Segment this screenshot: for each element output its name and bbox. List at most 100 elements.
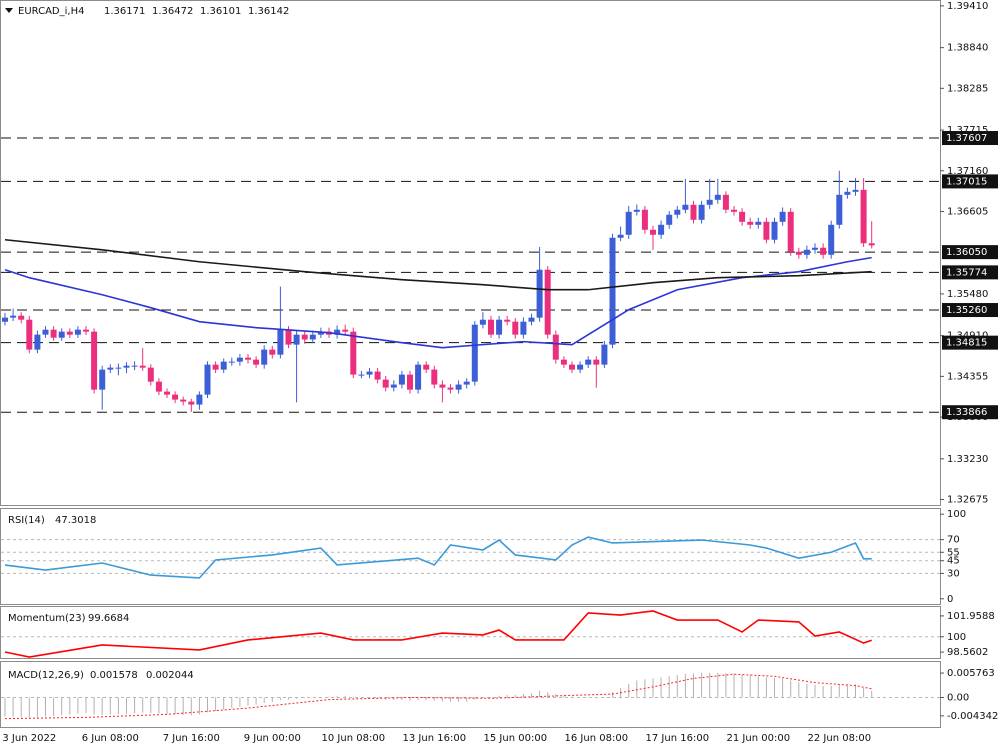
candle-body: [569, 364, 575, 370]
x-tick-label: 22 Jun 08:00: [808, 733, 872, 744]
open-price: 1.36171: [104, 6, 145, 17]
x-tick-label: 21 Jun 00:00: [727, 733, 791, 744]
indicator-line: [4, 238, 872, 291]
y-tick-label: 1.32675: [947, 495, 988, 506]
candle-body: [212, 364, 219, 370]
x-tick-label: 15 Jun 00:00: [484, 733, 548, 744]
candle-body: [455, 384, 462, 390]
candle-body: [415, 364, 422, 390]
candle-body: [512, 321, 519, 335]
candle-body: [585, 359, 592, 365]
x-tick-label: 13 Jun 16:00: [403, 733, 467, 744]
candle-body: [26, 319, 33, 350]
candle-body: [390, 384, 397, 388]
candle-body: [601, 344, 608, 365]
candle-body: [147, 367, 154, 382]
symbol: EURCAD_i,H4: [18, 6, 84, 17]
y-tick-label: 1.38840: [947, 43, 988, 54]
candle-body: [641, 209, 648, 230]
indicator-line: [4, 610, 872, 658]
candle-body: [860, 189, 867, 244]
candle-body: [820, 247, 827, 255]
close-price: 1.36142: [248, 6, 289, 17]
candle-body: [739, 211, 746, 222]
candle-body: [172, 394, 179, 400]
price-level-box: [942, 405, 998, 420]
y-tick-label: 0.00: [947, 692, 969, 703]
candle-body: [236, 357, 243, 362]
candle-body: [220, 361, 227, 370]
candle-body: [253, 359, 260, 365]
candle-body: [828, 224, 835, 255]
candle-body: [682, 204, 689, 210]
y-tick-label: 1.37160: [947, 166, 988, 177]
candle-body: [674, 209, 681, 215]
candle-body: [261, 349, 268, 365]
candle-body: [34, 334, 41, 350]
candle-body: [74, 329, 81, 335]
candle-body: [115, 367, 122, 369]
price-level-box: [942, 265, 998, 280]
candle-body: [722, 194, 729, 210]
candle-body: [779, 211, 786, 222]
y-tick-label: 98.5602: [947, 647, 988, 658]
candle-body: [609, 237, 616, 345]
candle-body: [374, 371, 381, 380]
candle-body: [407, 374, 413, 390]
candle-body: [164, 391, 170, 395]
candle-body: [836, 194, 843, 225]
candle-body: [269, 349, 276, 355]
candle-body: [50, 329, 57, 338]
candle-body: [706, 199, 713, 205]
candle-body: [577, 364, 584, 370]
y-tick-label: 1.38285: [947, 83, 988, 94]
low-price: 1.36101: [200, 6, 241, 17]
candle-body: [771, 221, 778, 240]
candle-body: [803, 249, 810, 255]
candle-body: [334, 329, 341, 335]
high-price: 1.36472: [152, 6, 193, 17]
candle-body: [852, 189, 859, 192]
price-level-box: [942, 174, 998, 189]
candle-body: [366, 371, 373, 375]
candle-body: [690, 204, 697, 220]
x-tick-label: 16 Jun 08:00: [565, 733, 629, 744]
candle-body: [423, 364, 430, 370]
price-level-label: 1.37015: [946, 176, 987, 187]
y-tick-label: 101.9588: [947, 611, 995, 622]
candle-body: [593, 359, 600, 365]
candle-body: [868, 243, 875, 246]
price-level-box: [942, 303, 998, 318]
candle-body: [528, 317, 535, 322]
candle-body: [763, 221, 770, 240]
x-tick-label: 17 Jun 16:00: [646, 733, 710, 744]
candle-body: [520, 321, 527, 335]
candle-body: [625, 211, 632, 235]
price-level-label: 1.36050: [946, 247, 987, 258]
candle-body: [812, 247, 818, 250]
candle-body: [536, 269, 543, 318]
candle-body: [42, 329, 49, 335]
y-tick-label: 1.34355: [947, 371, 988, 382]
candle-body: [18, 315, 25, 320]
indicator-line: [4, 536, 872, 579]
candle-body: [123, 365, 130, 368]
candle-body: [731, 209, 737, 212]
candle-body: [747, 221, 754, 225]
candle-body: [245, 357, 251, 360]
candle-body: [650, 229, 656, 235]
candle-body: [447, 387, 454, 390]
candle-body: [698, 204, 705, 220]
price-panel: [0, 0, 941, 506]
candle-body: [617, 234, 624, 238]
candle-body: [228, 361, 235, 363]
candle-body: [358, 374, 365, 376]
symbol-menu-arrow[interactable]: [5, 8, 13, 13]
candle-body: [309, 334, 316, 340]
y-tick-label: 1.37715: [947, 125, 988, 136]
momentum-panel: [0, 606, 941, 659]
candle-body: [787, 211, 794, 252]
y-tick-label: 0: [947, 594, 953, 605]
